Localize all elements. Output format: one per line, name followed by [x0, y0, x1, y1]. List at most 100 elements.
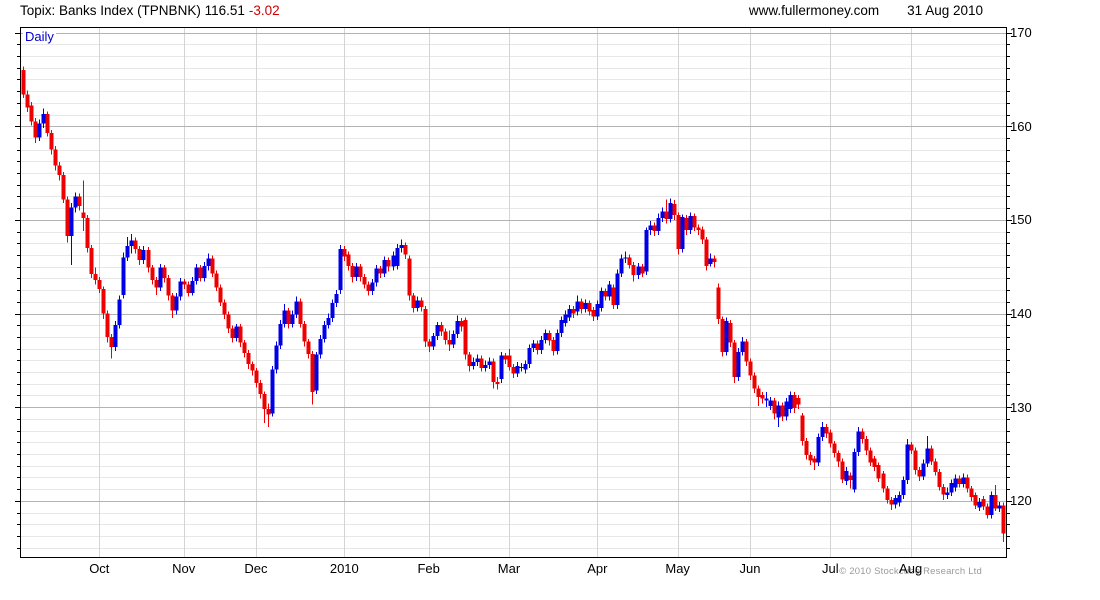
- candle-body: [989, 495, 994, 515]
- candle-body: [539, 339, 544, 351]
- candle-body: [668, 203, 673, 219]
- candle-body: [736, 351, 741, 378]
- candle-body: [419, 300, 424, 307]
- interval-label: Daily: [23, 29, 56, 44]
- candle-body: [314, 354, 319, 391]
- candle-body: [640, 266, 645, 274]
- candle-body: [81, 212, 86, 219]
- candle-body: [555, 333, 560, 351]
- candle-body: [527, 348, 532, 365]
- x-axis-label: Jun: [739, 561, 761, 576]
- candle-body: [306, 341, 311, 354]
- candle-body: [57, 165, 62, 175]
- candle-body: [499, 355, 504, 380]
- candle-body: [471, 362, 476, 366]
- candle-body: [981, 498, 986, 507]
- candle-body: [262, 394, 267, 410]
- y-axis-label: 170: [1010, 25, 1032, 41]
- candle-body: [563, 314, 568, 323]
- candle-body: [623, 257, 628, 259]
- candle-body: [712, 258, 717, 263]
- candle-body: [222, 302, 227, 315]
- copyright-notice: © 2010 Stockcube Research Ltd: [839, 566, 982, 577]
- candle-body: [382, 260, 387, 274]
- candle-body: [166, 277, 171, 296]
- candle-body: [326, 318, 331, 325]
- candle-body: [97, 279, 102, 290]
- candle-body: [310, 353, 315, 393]
- candle-body: [451, 334, 456, 345]
- candle-body: [519, 366, 524, 368]
- candle-body: [274, 345, 279, 370]
- candle-body: [386, 260, 391, 267]
- candle-body: [864, 439, 869, 451]
- candle-body: [631, 264, 636, 276]
- candle-body: [475, 358, 480, 363]
- candle-body: [69, 207, 74, 236]
- candle-body: [374, 268, 379, 283]
- candle-body: [141, 249, 146, 261]
- x-axis-label: Jul: [821, 561, 839, 576]
- candle-body: [860, 431, 865, 440]
- candle-body: [354, 266, 359, 278]
- candle-body: [294, 301, 299, 315]
- candle-body: [985, 506, 990, 515]
- candle-body: [342, 248, 347, 257]
- candle-body: [684, 218, 689, 231]
- candle-body: [391, 255, 396, 267]
- candle-body: [242, 342, 247, 353]
- candle-body: [740, 341, 745, 352]
- candle-body: [206, 258, 211, 266]
- candle-body: [427, 341, 432, 347]
- candle-body: [202, 265, 207, 278]
- candle-body: [551, 339, 556, 351]
- x-axis-label: Oct: [89, 561, 110, 576]
- candle-body: [298, 301, 303, 324]
- candle-body: [595, 304, 600, 317]
- price-change: -3.02: [248, 3, 280, 18]
- candle-body: [198, 267, 203, 278]
- candle-body: [784, 401, 789, 417]
- candle-body: [921, 463, 926, 477]
- candle-body: [21, 70, 26, 95]
- candle-body: [395, 247, 400, 266]
- candle-body: [748, 361, 753, 376]
- candle-body: [567, 308, 572, 318]
- x-axis-label: May: [665, 561, 690, 576]
- candle-body: [101, 289, 106, 314]
- chart-title: Topix: Banks Index (TPNBNK) 116.51 -3.02: [20, 3, 280, 18]
- candle-body: [61, 174, 66, 200]
- candle-body: [949, 483, 954, 493]
- y-axis-label: 140: [1010, 306, 1032, 322]
- candle-body: [917, 469, 922, 477]
- candle-body: [33, 121, 38, 138]
- candle-body: [507, 355, 512, 367]
- candle-body: [194, 267, 199, 281]
- candle-body: [611, 287, 616, 306]
- y-axis-label: 120: [1010, 493, 1032, 509]
- candle-body: [170, 295, 175, 311]
- candle-body: [680, 217, 685, 249]
- candle-body: [889, 499, 894, 505]
- candle-body: [146, 249, 151, 268]
- candle-body: [362, 277, 367, 285]
- candle-body: [77, 196, 82, 206]
- candle-body: [286, 310, 291, 324]
- candle-body: [619, 258, 624, 274]
- candle-body: [334, 293, 339, 304]
- candle-body: [800, 415, 805, 441]
- candle-body: [290, 314, 295, 324]
- candle-body: [901, 480, 906, 496]
- candle-body: [716, 287, 721, 320]
- candle-body: [579, 301, 584, 309]
- candle-body: [700, 229, 705, 240]
- candle-body: [627, 257, 632, 265]
- x-axis-label: Apr: [587, 561, 608, 576]
- candle-body: [909, 444, 914, 451]
- candle-body: [435, 324, 440, 337]
- candle-body: [447, 339, 452, 345]
- candle-body: [210, 258, 215, 274]
- candle-body: [129, 240, 134, 247]
